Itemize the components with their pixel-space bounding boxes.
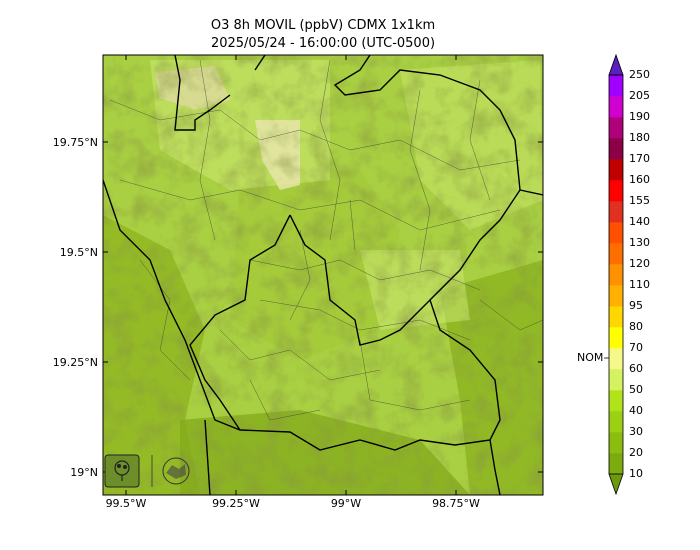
colorbar-tick-label: 120	[629, 257, 650, 270]
colorbar-segment	[609, 348, 623, 370]
lon-tick-label: 99.25°W	[212, 497, 260, 510]
colorbar-tick-label: 110	[629, 278, 650, 291]
colorbar-segment	[609, 117, 623, 139]
lon-tick-label: 98.75°W	[432, 497, 480, 510]
colorbar-tick-label: 40	[629, 404, 643, 417]
colorbar	[604, 53, 624, 496]
colorbar-segment	[609, 264, 623, 286]
lat-tick-label: 19.75°N	[52, 136, 98, 149]
colorbar-segment	[609, 138, 623, 160]
sedema-logo	[104, 454, 140, 488]
colorbar-frame	[608, 74, 624, 475]
municipal-boundaries	[109, 59, 543, 421]
colorbar-tick-label: 170	[629, 152, 650, 165]
terrain-hillshade	[103, 55, 543, 495]
map-ticks	[103, 55, 543, 495]
colorbar-segment	[609, 96, 623, 118]
colorbar-segment	[609, 432, 623, 454]
colorbar-tick-label: 205	[629, 89, 650, 102]
colorbar-tick-label: 50	[629, 383, 643, 396]
lat-tick-label: 19°N	[70, 466, 98, 479]
colorbar-segment	[609, 390, 623, 412]
colorbar-segment	[609, 180, 623, 202]
colorbar-segment	[609, 159, 623, 181]
map-subtitle: 2025/05/24 - 16:00:00 (UTC-0500)	[210, 36, 436, 51]
lat-tick-label: 19.5°N	[59, 246, 98, 259]
map-plot-area	[103, 55, 543, 495]
colorbar-tick-label: 60	[629, 362, 643, 375]
colorbar-segment	[609, 75, 623, 97]
colorbar-tick-label: 130	[629, 236, 650, 249]
ciudad-de-mexico-logo	[151, 455, 190, 487]
map-title: O3 8h MOVIL (ppbV) CDMX 1x1km	[210, 18, 436, 33]
colorbar-extend-min	[608, 473, 624, 496]
colorbar-tick-label: 70	[629, 341, 643, 354]
nom-label: NOM	[577, 351, 604, 364]
colorbar-segment	[609, 243, 623, 265]
map-frame	[102, 54, 544, 496]
colorbar-segment	[609, 201, 623, 223]
colorbar-tick-label: 20	[629, 446, 643, 459]
colorbar-segment	[609, 222, 623, 244]
colorbar-segment	[609, 411, 623, 433]
colorbar-tick-label: 95	[629, 299, 643, 312]
colorbar-tick-label: 30	[629, 425, 643, 438]
colorbar-tick-label: 180	[629, 131, 650, 144]
colorbar-tick-label: 140	[629, 215, 650, 228]
colorbar-tick-label: 155	[629, 194, 650, 207]
colorbar-tick-label: 10	[629, 467, 643, 480]
colorbar-tick-label: 160	[629, 173, 650, 186]
colorbar-segment	[609, 369, 623, 391]
state-boundaries	[103, 55, 543, 495]
colorbar-tick-label: 80	[629, 320, 643, 333]
lon-tick-label: 99.5°W	[105, 497, 147, 510]
colorbar-segment	[609, 453, 623, 475]
colorbar-segment	[609, 327, 623, 349]
lon-tick-label: 99°W	[330, 497, 362, 510]
colorbar-segment	[609, 285, 623, 307]
colorbar-extend-max	[608, 53, 624, 76]
colorbar-segment	[609, 306, 623, 328]
colorbar-tick-label: 190	[629, 110, 650, 123]
lat-tick-label: 19.25°N	[52, 356, 98, 369]
colorbar-tick-label: 250	[629, 68, 650, 81]
